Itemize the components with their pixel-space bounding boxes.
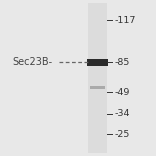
Bar [90, 86, 105, 89]
Text: -117: -117 [115, 16, 136, 25]
Text: -25: -25 [115, 130, 130, 139]
Text: -85: -85 [115, 58, 130, 67]
Text: -49: -49 [115, 88, 130, 97]
Text: Sec23B-: Sec23B- [12, 57, 53, 67]
Bar [88, 3, 107, 153]
Text: -34: -34 [115, 109, 130, 118]
Bar [87, 59, 108, 66]
